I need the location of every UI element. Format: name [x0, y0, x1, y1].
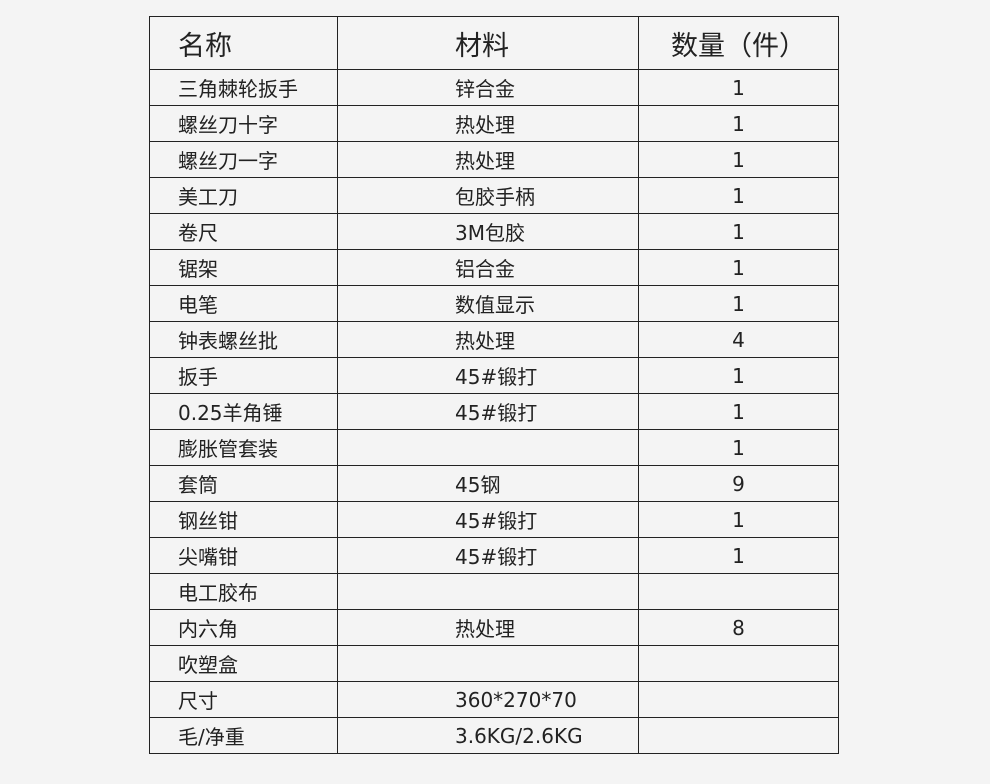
cell-material: 45#锻打	[337, 393, 639, 430]
cell-quantity	[638, 681, 839, 718]
cell-name: 尺寸	[149, 681, 338, 718]
cell-quantity: 1	[638, 213, 839, 250]
table-row: 扳手 45#锻打 1	[149, 357, 839, 394]
table-row: 美工刀 包胶手柄 1	[149, 177, 839, 214]
cell-quantity: 1	[638, 285, 839, 322]
cell-name: 内六角	[149, 609, 338, 646]
cell-quantity: 1	[638, 357, 839, 394]
cell-material	[337, 645, 639, 682]
cell-quantity: 9	[638, 465, 839, 502]
table-row: 吹塑盒	[149, 645, 839, 682]
table-row: 钟表螺丝批 热处理 4	[149, 321, 839, 358]
table-row: 毛/净重 3.6KG/2.6KG	[149, 717, 839, 754]
cell-name: 锯架	[149, 249, 338, 286]
cell-quantity: 4	[638, 321, 839, 358]
header-quantity: 数量（件）	[638, 16, 839, 70]
table-row: 锯架 铝合金 1	[149, 249, 839, 286]
cell-quantity: 1	[638, 429, 839, 466]
table-row: 螺丝刀一字 热处理 1	[149, 141, 839, 178]
table-row: 钢丝钳 45#锻打 1	[149, 501, 839, 538]
cell-material: 热处理	[337, 609, 639, 646]
cell-name: 毛/净重	[149, 717, 338, 754]
cell-name: 0.25羊角锤	[149, 393, 338, 430]
cell-quantity: 1	[638, 105, 839, 142]
cell-material: 热处理	[337, 321, 639, 358]
cell-material: 数值显示	[337, 285, 639, 322]
cell-name: 钢丝钳	[149, 501, 338, 538]
cell-quantity: 1	[638, 537, 839, 574]
header-name: 名称	[149, 16, 338, 70]
table-row: 0.25羊角锤 45#锻打 1	[149, 393, 839, 430]
table-row: 内六角 热处理 8	[149, 609, 839, 646]
cell-material: 45#锻打	[337, 537, 639, 574]
cell-material	[337, 429, 639, 466]
table-row: 套筒 45钢 9	[149, 465, 839, 502]
cell-name: 尖嘴钳	[149, 537, 338, 574]
table-row: 尖嘴钳 45#锻打 1	[149, 537, 839, 574]
cell-material: 360*270*70	[337, 681, 639, 718]
cell-name: 电工胶布	[149, 573, 338, 610]
cell-name: 美工刀	[149, 177, 338, 214]
cell-quantity: 1	[638, 141, 839, 178]
table-row: 尺寸 360*270*70	[149, 681, 839, 718]
table-row: 膨胀管套装 1	[149, 429, 839, 466]
table-header-row: 名称 材料 数量（件）	[149, 16, 839, 70]
cell-material: 热处理	[337, 141, 639, 178]
cell-quantity	[638, 717, 839, 754]
cell-quantity	[638, 645, 839, 682]
cell-name: 卷尺	[149, 213, 338, 250]
cell-material: 45钢	[337, 465, 639, 502]
cell-quantity: 1	[638, 69, 839, 106]
cell-name: 三角棘轮扳手	[149, 69, 338, 106]
cell-quantity: 1	[638, 501, 839, 538]
cell-material: 45#锻打	[337, 501, 639, 538]
cell-material: 锌合金	[337, 69, 639, 106]
cell-quantity: 1	[638, 177, 839, 214]
cell-quantity: 1	[638, 249, 839, 286]
cell-name: 螺丝刀一字	[149, 141, 338, 178]
cell-name: 螺丝刀十字	[149, 105, 338, 142]
product-spec-table: 名称 材料 数量（件） 三角棘轮扳手 锌合金 1 螺丝刀十字 热处理 1 螺丝刀一字 热处理 1…	[149, 16, 839, 754]
cell-name: 扳手	[149, 357, 338, 394]
cell-material: 热处理	[337, 105, 639, 142]
cell-quantity	[638, 573, 839, 610]
cell-material: 包胶手柄	[337, 177, 639, 214]
table-body: 三角棘轮扳手 锌合金 1 螺丝刀十字 热处理 1 螺丝刀一字 热处理 1 美工刀 包胶手柄 1 卷尺 3M…	[149, 69, 839, 754]
cell-name: 钟表螺丝批	[149, 321, 338, 358]
cell-material: 3.6KG/2.6KG	[337, 717, 639, 754]
cell-material: 铝合金	[337, 249, 639, 286]
cell-quantity: 8	[638, 609, 839, 646]
cell-name: 吹塑盒	[149, 645, 338, 682]
table-row: 三角棘轮扳手 锌合金 1	[149, 69, 839, 106]
cell-quantity: 1	[638, 393, 839, 430]
table-row: 电笔 数值显示 1	[149, 285, 839, 322]
cell-material	[337, 573, 639, 610]
table-row: 卷尺 3M包胶 1	[149, 213, 839, 250]
cell-name: 膨胀管套装	[149, 429, 338, 466]
table-row: 螺丝刀十字 热处理 1	[149, 105, 839, 142]
cell-material: 45#锻打	[337, 357, 639, 394]
table-row: 电工胶布	[149, 573, 839, 610]
cell-name: 套筒	[149, 465, 338, 502]
cell-material: 3M包胶	[337, 213, 639, 250]
cell-name: 电笔	[149, 285, 338, 322]
header-material: 材料	[337, 16, 639, 70]
